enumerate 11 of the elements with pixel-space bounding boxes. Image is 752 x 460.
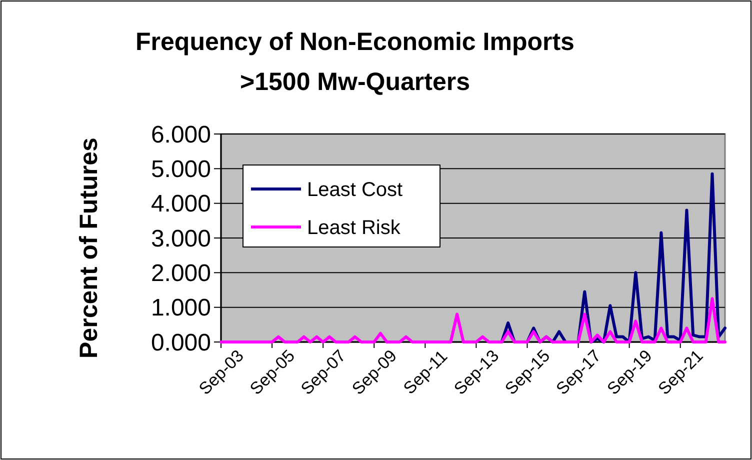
y-tick-label: 6.000 — [150, 121, 211, 148]
y-axis-title: Percent of Futures — [75, 138, 103, 358]
y-tick-label: 4.000 — [150, 190, 211, 218]
y-tick-label: 5.000 — [150, 156, 211, 184]
y-tick-label: 0.000 — [150, 329, 211, 356]
chart-title: Frequency of Non-Economic Imports >1500 Mw-Quarters — [136, 28, 574, 96]
y-tick-label: 3.000 — [150, 225, 211, 252]
legend-label: Least Risk — [307, 217, 402, 239]
legend-label: Least Cost — [307, 179, 404, 201]
y-tick-label: 1.000 — [150, 294, 211, 322]
y-tick-label: 2.000 — [150, 260, 211, 288]
